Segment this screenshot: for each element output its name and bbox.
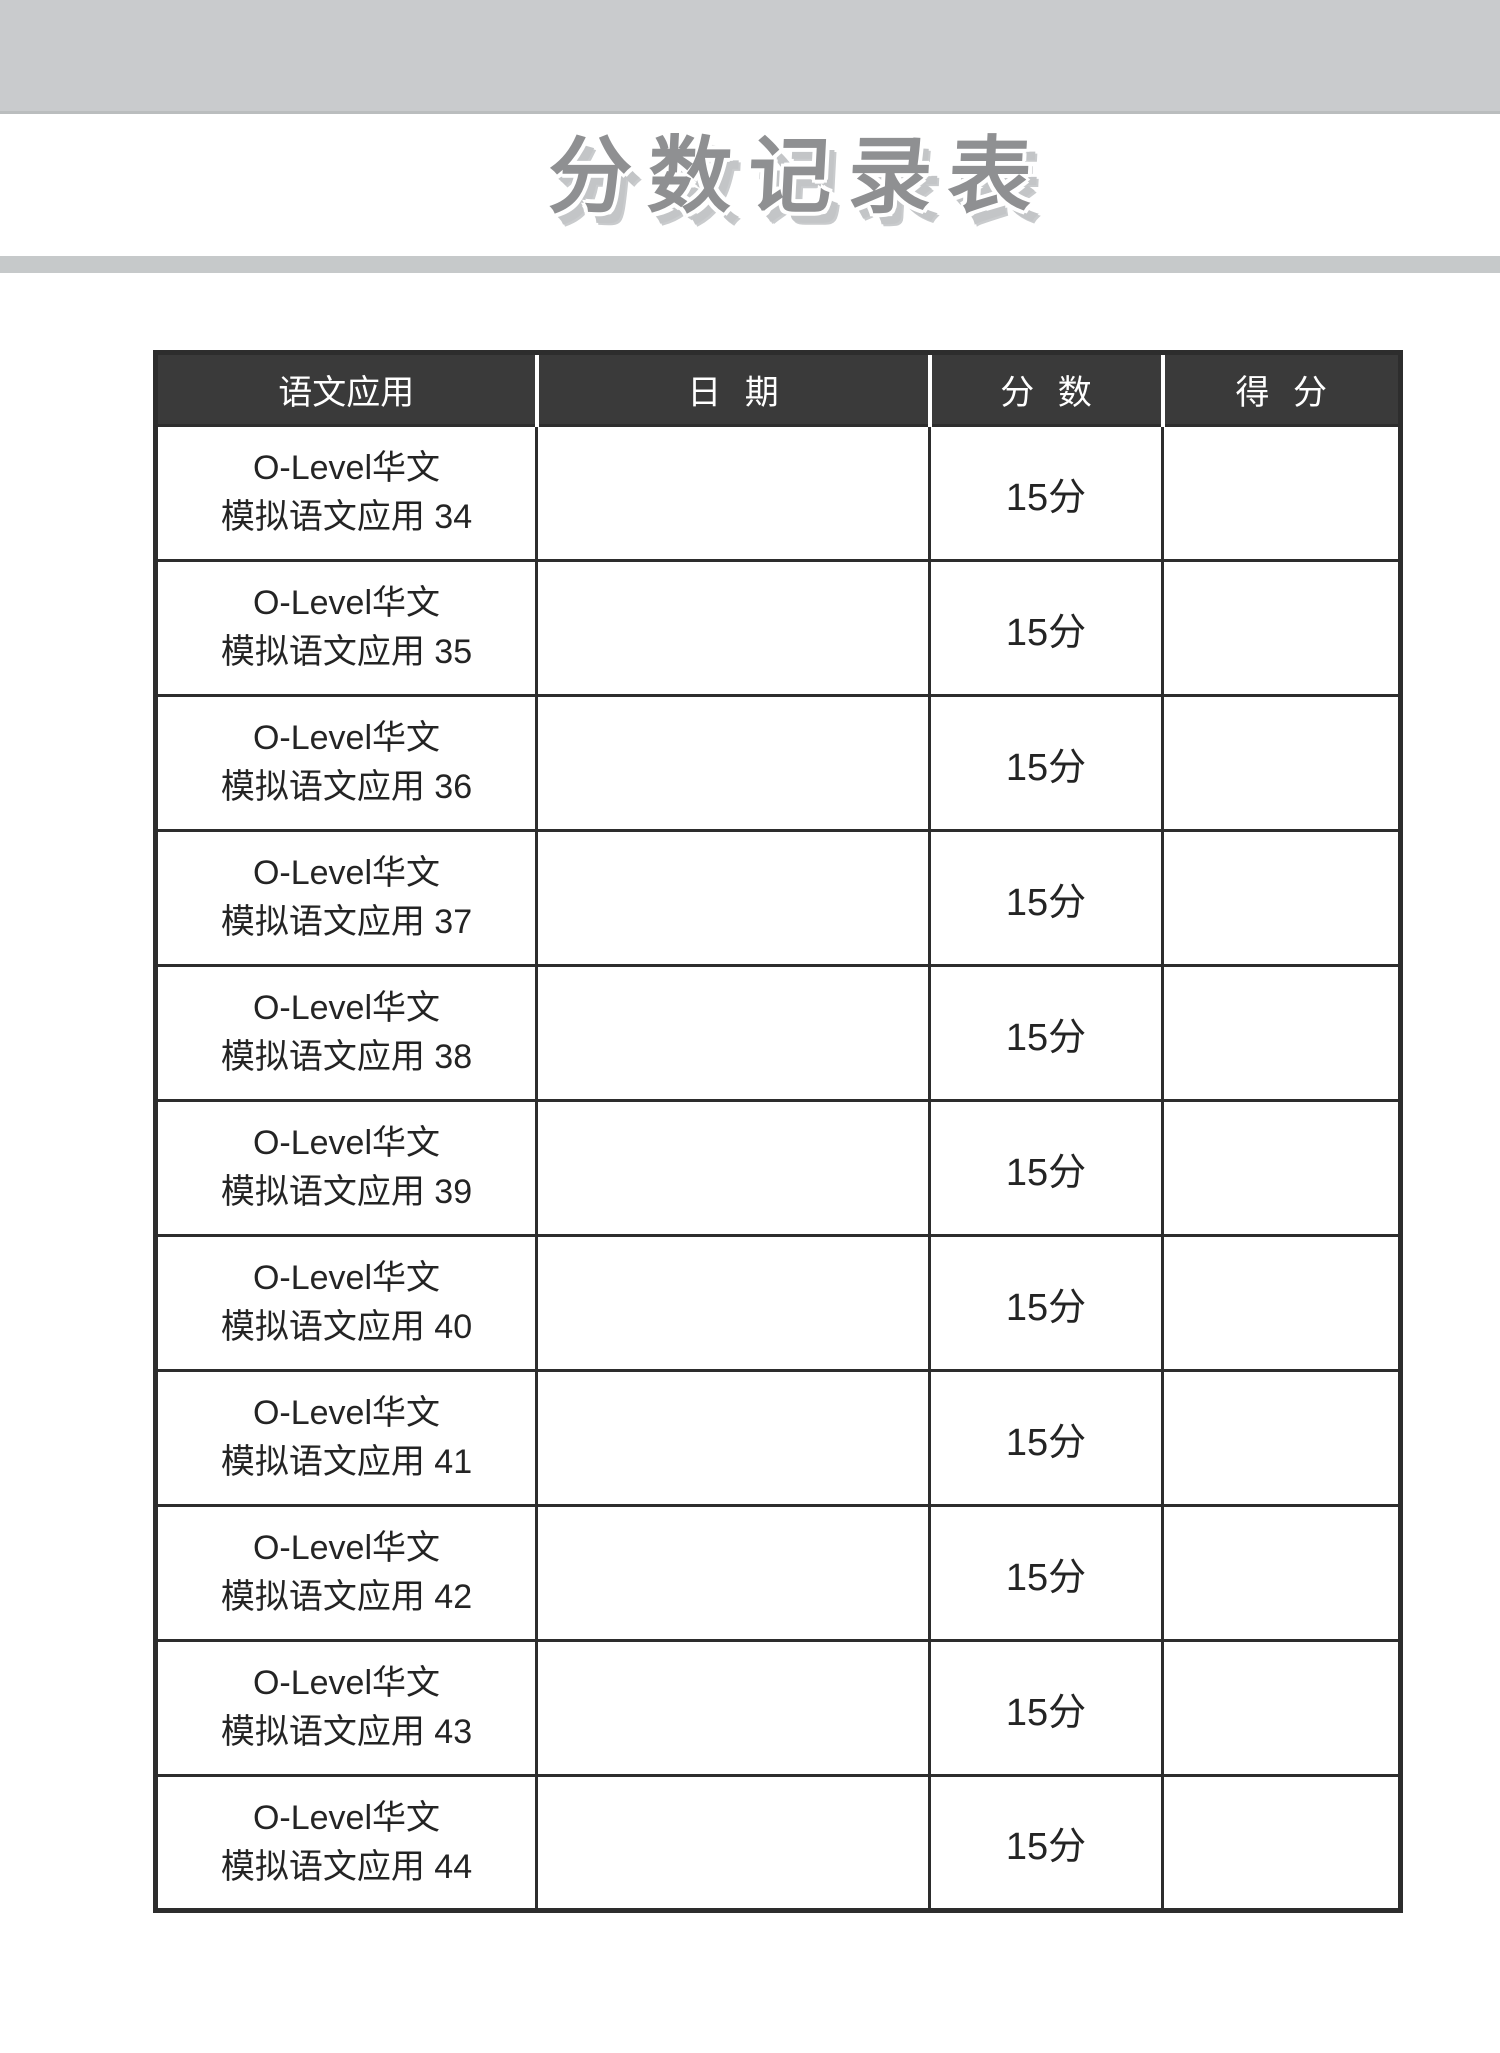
date-cell (535, 1234, 931, 1372)
date-cell (535, 1639, 931, 1777)
table-row: O-Level华文 模拟语文应用 44 15分 (154, 1774, 1402, 1912)
exam-title: O-Level华文 (252, 854, 441, 892)
date-cell (535, 1099, 931, 1237)
table-row: O-Level华文 模拟语文应用 34 15分 (154, 424, 1402, 562)
exam-subtitle: 模拟语文应用 38 (220, 1038, 473, 1076)
max-score-cell: 15分 (928, 1504, 1164, 1642)
table-header: 语文应用 日 期 分 数 得 分 (155, 352, 1401, 426)
date-cell (535, 424, 931, 562)
obtained-score-cell (1161, 559, 1402, 697)
header-date: 日 期 (534, 352, 930, 426)
exam-title: O-Level华文 (252, 449, 441, 487)
header-obtained: 得 分 (1160, 352, 1401, 426)
max-score-cell: 15分 (928, 964, 1164, 1102)
obtained-score-cell (1161, 1234, 1402, 1372)
date-cell (535, 1774, 931, 1912)
divider-band (0, 256, 1500, 273)
table-row: O-Level华文 模拟语文应用 35 15分 (154, 559, 1402, 697)
table-row: O-Level华文 模拟语文应用 40 15分 (154, 1234, 1402, 1372)
table-row: O-Level华文 模拟语文应用 36 15分 (154, 694, 1402, 832)
max-score-cell: 15分 (928, 559, 1164, 697)
exam-title: O-Level华文 (252, 1529, 441, 1567)
obtained-score-cell (1161, 829, 1402, 967)
table-row: O-Level华文 模拟语文应用 39 15分 (154, 1099, 1402, 1237)
max-score-cell: 15分 (928, 829, 1164, 967)
exam-title: O-Level华文 (252, 1394, 441, 1432)
exam-title: O-Level华文 (252, 1798, 441, 1837)
page-title: 分数记录表 (545, 129, 1051, 223)
exam-title: O-Level华文 (252, 584, 441, 622)
exam-subtitle: 模拟语文应用 35 (220, 633, 473, 671)
obtained-score-cell (1161, 1369, 1402, 1507)
date-cell (535, 829, 931, 967)
max-score-cell: 15分 (928, 1639, 1164, 1777)
exam-title: O-Level华文 (252, 989, 441, 1027)
max-score-cell: 15分 (928, 1369, 1164, 1507)
table-row: O-Level华文 模拟语文应用 42 15分 (154, 1504, 1402, 1642)
max-score-cell: 15分 (928, 1774, 1164, 1912)
table-row: O-Level华文 模拟语文应用 37 15分 (154, 829, 1402, 967)
obtained-score-cell (1161, 964, 1402, 1102)
max-score-cell: 15分 (928, 1234, 1164, 1372)
max-score-cell: 15分 (928, 1099, 1164, 1237)
top-gray-band (0, 0, 1500, 114)
exam-title: O-Level华文 (252, 1124, 441, 1162)
date-cell (535, 1369, 931, 1507)
exam-subtitle: 模拟语文应用 39 (220, 1173, 473, 1211)
header-score: 分 数 (927, 352, 1163, 426)
exam-subtitle: 模拟语文应用 37 (220, 903, 473, 941)
exam-title: O-Level华文 (252, 1259, 441, 1297)
exam-subtitle: 模拟语文应用 36 (220, 768, 473, 806)
table-row: O-Level华文 模拟语文应用 41 15分 (154, 1369, 1402, 1507)
exam-subtitle: 模拟语文应用 41 (220, 1443, 473, 1481)
date-cell (535, 694, 931, 832)
max-score-cell: 15分 (928, 694, 1164, 832)
exam-subtitle: 模拟语文应用 42 (220, 1578, 473, 1616)
date-cell (535, 964, 931, 1102)
obtained-score-cell (1161, 1504, 1402, 1642)
date-cell (535, 1504, 931, 1642)
exam-subtitle: 模拟语文应用 44 (220, 1847, 473, 1886)
obtained-score-cell (1161, 1639, 1402, 1777)
exam-title: O-Level华文 (252, 719, 441, 757)
table-body: O-Level华文 模拟语文应用 34 15分 O-Level华文 模拟语文应用… (154, 424, 1402, 1912)
exam-subtitle: 模拟语文应用 34 (220, 498, 473, 536)
table-row: O-Level华文 模拟语文应用 38 15分 (154, 964, 1402, 1102)
obtained-score-cell (1161, 694, 1402, 832)
exam-subtitle: 模拟语文应用 43 (220, 1713, 473, 1751)
max-score-cell: 15分 (928, 424, 1164, 562)
header-language-application: 语文应用 (155, 352, 537, 426)
obtained-score-cell (1161, 424, 1402, 562)
obtained-score-cell (1161, 1099, 1402, 1237)
exam-subtitle: 模拟语文应用 40 (220, 1308, 473, 1346)
exam-title: O-Level华文 (252, 1664, 441, 1702)
obtained-score-cell (1161, 1774, 1402, 1912)
table-row: O-Level华文 模拟语文应用 43 15分 (154, 1639, 1402, 1777)
date-cell (535, 559, 931, 697)
score-record-table: 语文应用 日 期 分 数 得 分 O-Level华文 模拟语文应用 34 15分… (153, 350, 1403, 1913)
